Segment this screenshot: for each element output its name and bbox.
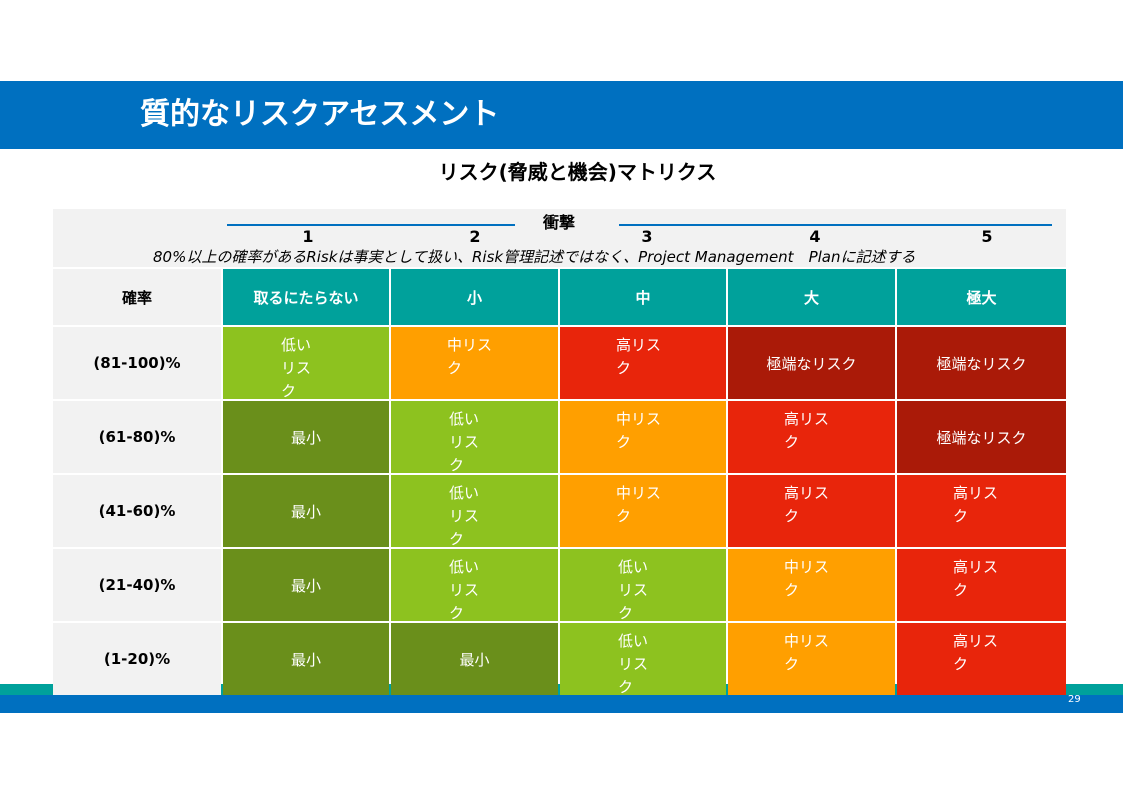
impact-column-header: 小 bbox=[391, 269, 558, 325]
impact-scale-5: 5 bbox=[981, 227, 993, 246]
matrix-subtitle: リスク(脅威と機会)マトリクス bbox=[438, 160, 717, 184]
risk-cell: 高リスク bbox=[897, 623, 1066, 695]
impact-scale-4: 4 bbox=[809, 227, 821, 246]
risk-cell: 高リスク bbox=[897, 549, 1066, 621]
risk-level-label: 低いリスク bbox=[449, 484, 480, 548]
risk-level-label: 高リスク bbox=[953, 558, 999, 599]
impact-scale-3: 3 bbox=[641, 227, 653, 246]
impact-scale-1: 1 bbox=[302, 227, 314, 246]
impact-header: 衝撃 1 2 3 4 5 80%以上の確率があるRiskは事実として扱い、Ris… bbox=[53, 209, 1066, 267]
probability-header: 確率 bbox=[53, 269, 221, 325]
impact-column-header: 極大 bbox=[897, 269, 1066, 325]
risk-cell: 高リスク bbox=[728, 401, 895, 473]
risk-cell: 最小 bbox=[223, 401, 389, 473]
risk-cell: 低いリスク bbox=[560, 623, 726, 696]
risk-matrix: 衝撃 1 2 3 4 5 80%以上の確率があるRiskは事実として扱い、Ris… bbox=[53, 209, 1066, 697]
impact-scale-2: 2 bbox=[469, 227, 481, 246]
page-number: 29 bbox=[1068, 694, 1081, 705]
risk-level-label: 低いリスク bbox=[618, 558, 649, 622]
probability-row-label: (1-20)% bbox=[53, 623, 221, 695]
title-bar: 質的なリスクアセスメント bbox=[0, 81, 1123, 149]
risk-level-label: 低いリスク bbox=[618, 632, 649, 696]
risk-level-label: 最小 bbox=[290, 502, 321, 521]
risk-cell: 低いリスク bbox=[223, 327, 389, 400]
risk-cell: 最小 bbox=[391, 623, 558, 695]
footer-stripe-blue bbox=[0, 695, 1123, 713]
risk-cell: 低いリスク bbox=[391, 401, 558, 474]
probability-row-label: (41-60)% bbox=[53, 475, 221, 547]
risk-cell: 中リスク bbox=[560, 475, 726, 547]
risk-cell: 中リスク bbox=[728, 549, 895, 621]
risk-level-label: 低いリスク bbox=[281, 336, 312, 400]
risk-level-label: 極端なリスク bbox=[936, 354, 1027, 373]
risk-level-label: 中リスク bbox=[447, 336, 493, 377]
risk-cell: 中リスク bbox=[560, 401, 726, 473]
impact-column-header: 取るにたらない bbox=[223, 269, 389, 325]
risk-level-label: 中リスク bbox=[784, 558, 830, 599]
probability-row-label: (21-40)% bbox=[53, 549, 221, 621]
page-title: 質的なリスクアセスメント bbox=[140, 97, 500, 132]
impact-line-left bbox=[227, 224, 515, 226]
risk-cell: 極端なリスク bbox=[897, 401, 1066, 473]
impact-column-header: 大 bbox=[728, 269, 895, 325]
risk-level-label: 高リスク bbox=[953, 484, 999, 525]
risk-cell: 最小 bbox=[223, 549, 389, 621]
risk-cell: 極端なリスク bbox=[728, 327, 895, 399]
impact-column-header: 中 bbox=[560, 269, 726, 325]
risk-cell: 中リスク bbox=[391, 327, 558, 399]
risk-level-label: 高リスク bbox=[784, 484, 830, 525]
risk-cell: 高リスク bbox=[560, 327, 726, 399]
risk-level-label: 最小 bbox=[459, 650, 490, 669]
impact-label: 衝撃 bbox=[543, 213, 576, 232]
risk-level-label: 最小 bbox=[290, 428, 321, 447]
risk-cell: 最小 bbox=[223, 475, 389, 547]
risk-level-label: 中リスク bbox=[616, 410, 662, 451]
risk-cell: 低いリスク bbox=[391, 475, 558, 548]
risk-level-label: 最小 bbox=[290, 576, 321, 595]
risk-cell: 最小 bbox=[223, 623, 389, 695]
probability-row-label: (81-100)% bbox=[53, 327, 221, 399]
probability-row-label: (61-80)% bbox=[53, 401, 221, 473]
risk-cell: 低いリスク bbox=[391, 549, 558, 622]
risk-cell: 低いリスク bbox=[560, 549, 726, 622]
risk-level-label: 最小 bbox=[290, 650, 321, 669]
risk-level-label: 高リスク bbox=[616, 336, 662, 377]
risk-level-label: 極端なリスク bbox=[936, 428, 1027, 447]
risk-level-label: 高リスク bbox=[784, 410, 830, 451]
risk-level-label: 高リスク bbox=[953, 632, 999, 673]
risk-level-label: 低いリスク bbox=[449, 558, 480, 622]
matrix-note: 80%以上の確率があるRiskは事実として扱い、Risk管理記述ではなく、Pro… bbox=[153, 248, 916, 266]
risk-level-label: 中リスク bbox=[616, 484, 662, 525]
risk-cell: 中リスク bbox=[728, 623, 895, 695]
risk-level-label: 低いリスク bbox=[449, 410, 480, 474]
risk-level-label: 中リスク bbox=[784, 632, 830, 673]
impact-line-right bbox=[619, 224, 1052, 226]
risk-level-label: 極端なリスク bbox=[766, 354, 857, 373]
risk-cell: 高リスク bbox=[728, 475, 895, 547]
risk-cell: 極端なリスク bbox=[897, 327, 1066, 399]
risk-cell: 高リスク bbox=[897, 475, 1066, 547]
